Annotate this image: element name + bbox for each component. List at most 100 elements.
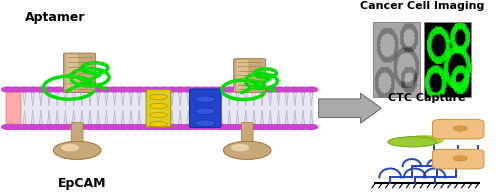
FancyBboxPatch shape [71, 123, 83, 152]
Circle shape [280, 125, 293, 129]
Circle shape [288, 125, 302, 129]
Ellipse shape [396, 136, 440, 146]
Circle shape [108, 125, 121, 129]
Circle shape [280, 87, 293, 92]
Circle shape [174, 87, 186, 92]
FancyBboxPatch shape [64, 53, 96, 92]
Ellipse shape [150, 103, 168, 109]
Circle shape [223, 87, 235, 92]
Circle shape [190, 87, 203, 92]
Circle shape [116, 87, 129, 92]
Circle shape [34, 87, 48, 92]
Circle shape [182, 125, 195, 129]
Ellipse shape [404, 136, 444, 144]
Circle shape [124, 125, 138, 129]
Circle shape [124, 87, 138, 92]
Circle shape [34, 125, 48, 129]
Circle shape [51, 125, 64, 129]
Bar [424, 22, 470, 97]
Circle shape [133, 125, 145, 129]
FancyBboxPatch shape [242, 123, 253, 152]
Ellipse shape [150, 121, 168, 127]
Circle shape [174, 125, 186, 129]
Circle shape [214, 125, 228, 129]
Circle shape [240, 87, 252, 92]
Ellipse shape [454, 156, 467, 161]
Circle shape [100, 87, 113, 92]
Circle shape [264, 87, 276, 92]
Circle shape [116, 125, 129, 129]
Circle shape [272, 87, 285, 92]
FancyBboxPatch shape [190, 89, 221, 128]
Circle shape [149, 125, 162, 129]
Circle shape [51, 87, 64, 92]
Bar [373, 22, 420, 97]
FancyBboxPatch shape [6, 92, 21, 124]
Circle shape [232, 144, 248, 151]
Circle shape [166, 87, 178, 92]
Circle shape [272, 125, 285, 129]
Ellipse shape [388, 137, 437, 147]
Circle shape [141, 125, 154, 129]
Text: CTC Capture: CTC Capture [388, 93, 466, 103]
Circle shape [223, 125, 235, 129]
Circle shape [206, 125, 220, 129]
FancyArrow shape [318, 93, 382, 123]
Circle shape [26, 87, 39, 92]
FancyBboxPatch shape [234, 59, 266, 92]
Circle shape [182, 87, 195, 92]
Circle shape [2, 125, 15, 129]
Circle shape [42, 87, 56, 92]
FancyBboxPatch shape [146, 90, 171, 127]
Circle shape [59, 125, 72, 129]
Ellipse shape [195, 120, 216, 127]
Circle shape [256, 87, 268, 92]
Ellipse shape [195, 108, 216, 114]
Circle shape [18, 87, 31, 92]
Ellipse shape [195, 96, 216, 103]
Circle shape [166, 125, 178, 129]
Bar [6, 90, 314, 127]
Circle shape [10, 87, 22, 92]
Circle shape [158, 125, 170, 129]
Circle shape [214, 87, 228, 92]
Circle shape [62, 144, 78, 151]
Circle shape [92, 87, 104, 92]
FancyBboxPatch shape [66, 55, 78, 91]
Circle shape [248, 125, 260, 129]
Ellipse shape [454, 126, 467, 131]
Circle shape [2, 87, 15, 92]
Circle shape [256, 125, 268, 129]
Circle shape [248, 87, 260, 92]
Circle shape [206, 87, 220, 92]
Circle shape [67, 125, 80, 129]
FancyBboxPatch shape [236, 60, 248, 91]
Circle shape [67, 87, 80, 92]
Text: Cancer Cell Imaging: Cancer Cell Imaging [360, 1, 484, 11]
Circle shape [231, 125, 244, 129]
Circle shape [231, 87, 244, 92]
Circle shape [10, 125, 22, 129]
Circle shape [198, 125, 211, 129]
Circle shape [224, 141, 271, 159]
Circle shape [108, 87, 121, 92]
Circle shape [76, 125, 88, 129]
Circle shape [141, 87, 154, 92]
Ellipse shape [150, 113, 168, 118]
Text: Aptamer: Aptamer [24, 11, 85, 24]
Circle shape [84, 87, 96, 92]
Circle shape [158, 87, 170, 92]
Circle shape [264, 125, 276, 129]
Circle shape [305, 125, 318, 129]
Circle shape [305, 87, 318, 92]
Circle shape [296, 87, 310, 92]
Circle shape [288, 87, 302, 92]
Circle shape [54, 141, 101, 159]
Circle shape [100, 125, 113, 129]
Circle shape [42, 125, 56, 129]
Circle shape [296, 125, 310, 129]
Circle shape [190, 125, 203, 129]
Circle shape [18, 125, 31, 129]
Circle shape [240, 125, 252, 129]
Circle shape [92, 125, 104, 129]
